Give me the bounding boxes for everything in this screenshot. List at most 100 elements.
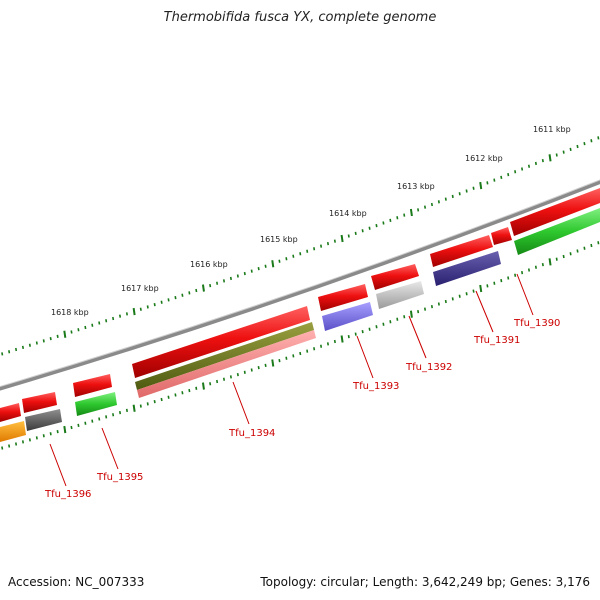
outer-tick — [28, 343, 31, 347]
outer-tick — [534, 161, 537, 166]
feature-red-2 — [491, 227, 512, 245]
outer-tick — [278, 259, 281, 263]
outer-tick — [333, 239, 336, 243]
inner-tick — [28, 438, 31, 442]
feature-red-4 — [371, 264, 419, 290]
inner-tick — [271, 359, 275, 367]
outer-tick — [63, 330, 67, 338]
feature-green-1390 — [514, 208, 600, 255]
outer-tick — [555, 153, 558, 157]
feature-salmon-1394 — [137, 330, 316, 398]
kbp-label-1611: 1611 kbp — [533, 125, 571, 134]
outer-tick — [403, 213, 406, 217]
inner-tick — [541, 262, 544, 267]
kbp-label-1614: 1614 kbp — [329, 209, 367, 218]
outer-tick — [479, 181, 483, 190]
inner-tick — [105, 415, 108, 419]
outer-tick-marks — [1, 136, 600, 356]
outer-tick — [56, 334, 59, 339]
inner-tick — [361, 330, 364, 334]
outer-tick — [132, 307, 136, 316]
gene-label-tfu-1391[interactable]: Tfu_1391 — [473, 335, 520, 346]
inner-tick — [340, 335, 344, 343]
outer-tick — [354, 231, 357, 236]
inner-tick — [507, 276, 510, 280]
inner-tick — [209, 382, 212, 386]
inner-tick — [347, 334, 350, 339]
inner-tick — [548, 258, 552, 266]
outer-tick — [146, 305, 149, 309]
outer-tick — [493, 178, 496, 182]
feature-red-5 — [318, 284, 368, 311]
gene-label-tfu-1390[interactable]: Tfu_1390 — [513, 318, 560, 329]
gene-label-tfu-1395[interactable]: Tfu_1395 — [96, 472, 143, 483]
inner-tick — [514, 273, 517, 277]
outer-tick — [375, 223, 378, 228]
gene-label-tfu-1392[interactable]: Tfu_1392 — [405, 362, 452, 373]
feature-red-8 — [22, 392, 57, 413]
inner-tick — [583, 246, 586, 250]
reverse-features — [0, 208, 600, 442]
feature-darkgrey-1396 — [25, 409, 62, 431]
outer-tick — [174, 295, 177, 300]
feature-green-1395 — [75, 392, 117, 416]
inner-tick — [465, 292, 468, 296]
outer-tick — [444, 197, 447, 201]
outer-tick — [313, 247, 316, 251]
gene-label-tfu-1393[interactable]: Tfu_1393 — [352, 381, 399, 392]
outer-tick — [368, 226, 371, 230]
outer-tick — [271, 260, 275, 268]
gene-label-tfu-1394[interactable]: Tfu_1394 — [228, 428, 275, 439]
outer-tick — [562, 150, 565, 154]
inner-tick — [153, 400, 156, 404]
inner-tick — [306, 349, 309, 353]
inner-tick — [222, 377, 226, 381]
outer-tick — [77, 328, 80, 332]
outer-tick — [181, 293, 184, 297]
forward-features — [0, 188, 600, 422]
outer-tick — [264, 264, 267, 268]
gene-label-tfu-1396[interactable]: Tfu_1396 — [44, 489, 91, 500]
inner-tick — [201, 382, 205, 390]
outer-tick — [98, 321, 101, 325]
feature-purple-1393 — [322, 302, 373, 331]
inner-tick — [77, 423, 80, 427]
outer-tick — [458, 192, 461, 196]
inner-tick — [368, 327, 371, 331]
inner-tick — [500, 278, 503, 283]
inner-tick — [534, 265, 537, 269]
leader-1395 — [101, 427, 119, 470]
label-leaders — [49, 273, 534, 487]
outer-tick — [216, 281, 219, 285]
inner-tick — [396, 317, 399, 321]
inner-tick — [430, 304, 433, 309]
inner-tick — [112, 413, 115, 417]
topology-text: Topology: circular; Length: 3,642,249 bp… — [260, 575, 590, 589]
outer-tick — [105, 319, 108, 323]
outer-tick — [299, 252, 302, 256]
outer-tick — [361, 229, 364, 233]
outer-tick — [250, 269, 253, 273]
outer-tick — [49, 337, 52, 341]
inner-tick — [63, 425, 67, 434]
inner-tick — [188, 388, 191, 393]
outer-tick — [423, 205, 427, 209]
inner-tick — [326, 342, 330, 346]
feature-olive-1394 — [135, 322, 314, 390]
feature-red-1 — [510, 188, 600, 236]
outer-tick — [437, 200, 440, 204]
outer-tick — [430, 202, 433, 207]
inner-tick — [590, 243, 593, 248]
inner-tick — [333, 339, 336, 344]
inner-tick — [423, 307, 427, 311]
outer-tick — [112, 316, 115, 321]
outer-tick — [209, 284, 212, 288]
genome-backbone — [0, 179, 600, 391]
outer-tick — [153, 302, 156, 307]
outer-tick — [139, 307, 142, 311]
inner-tick — [229, 375, 232, 379]
outer-tick — [521, 167, 524, 171]
inner-tick — [84, 421, 87, 425]
inner-tick — [91, 419, 94, 423]
outer-tick — [125, 312, 128, 316]
